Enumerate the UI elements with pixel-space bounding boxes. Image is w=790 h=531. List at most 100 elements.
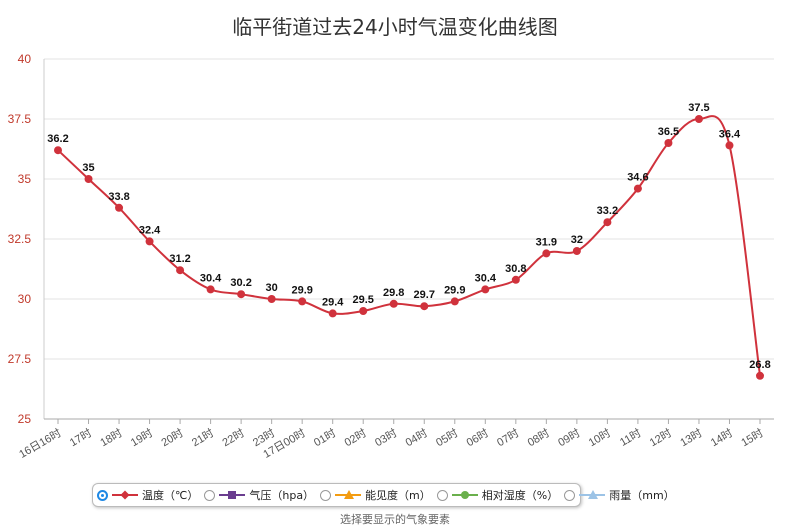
data-point[interactable]	[572, 247, 581, 255]
temperature-series-line	[57, 115, 761, 376]
data-point[interactable]	[633, 184, 642, 193]
data-point[interactable]	[115, 203, 124, 212]
x-tick-label: 07时	[495, 426, 522, 449]
x-tick-label: 06时	[464, 426, 491, 449]
y-axis: 25 27.5 30 32.5 35 37.5 40	[8, 52, 45, 426]
data-label: 30.4	[475, 272, 497, 284]
data-label: 35	[82, 162, 94, 174]
x-tick-label: 04时	[403, 426, 430, 449]
x-tick-label: 16日16时	[17, 426, 64, 461]
x-tick-label: 13时	[678, 426, 705, 449]
legend-option-3[interactable]: 相对湿度（%）	[436, 487, 559, 503]
data-point[interactable]	[145, 237, 154, 246]
data-label: 29.7	[414, 289, 435, 301]
data-point[interactable]	[84, 175, 93, 183]
data-point[interactable]	[206, 285, 215, 294]
triangle-marker-icon	[579, 490, 606, 500]
data-point[interactable]	[603, 218, 612, 227]
data-label: 36.5	[658, 126, 679, 138]
data-point[interactable]	[450, 297, 459, 306]
square-marker-icon	[219, 490, 246, 500]
legend-option-4[interactable]: 雨量（mm）	[564, 487, 675, 503]
data-label: 33.8	[108, 191, 129, 203]
x-tick-label: 18时	[98, 426, 125, 449]
temperature-points	[54, 115, 764, 380]
legend-option-2[interactable]: 能见度（m）	[320, 487, 431, 503]
radio-button[interactable]	[436, 489, 448, 501]
legend-caption: 选择要显示的气象要素	[340, 513, 450, 526]
data-label: 37.5	[688, 102, 709, 114]
data-label: 36.4	[719, 128, 741, 140]
x-tick-label: 15时	[739, 426, 766, 449]
x-tick-label: 21时	[189, 426, 216, 449]
data-label: 29.5	[353, 294, 374, 306]
radio-button[interactable]	[320, 489, 332, 501]
data-label: 29.8	[383, 287, 404, 299]
data-label: 29.9	[444, 284, 465, 296]
data-labels: 36.2 35 33.8 32.4 31.2 30.4 30.2 30 29.9 29.4 29.5…	[47, 102, 770, 371]
data-label: 32.4	[139, 224, 161, 236]
data-point[interactable]	[481, 285, 490, 294]
radio-button[interactable]	[97, 489, 108, 501]
data-label: 30	[266, 282, 278, 294]
legend-label: 能见度（m）	[365, 489, 431, 502]
x-tick-label: 14时	[708, 426, 735, 449]
data-point[interactable]	[542, 249, 551, 258]
data-label: 30.4	[200, 272, 222, 284]
data-label: 29.4	[322, 296, 344, 308]
x-tick-label: 05时	[434, 426, 461, 449]
y-tick-label: 27.5	[8, 352, 32, 366]
data-point[interactable]	[420, 302, 429, 311]
data-label: 31.9	[536, 236, 557, 248]
x-tick-label: 11时	[617, 426, 643, 448]
data-point[interactable]	[725, 141, 734, 150]
data-point[interactable]	[359, 307, 368, 315]
data-label: 32	[571, 234, 583, 246]
data-point[interactable]	[511, 275, 520, 284]
y-tick-label: 25	[18, 412, 32, 426]
legend-label: 雨量（mm）	[609, 489, 675, 502]
data-label: 31.2	[169, 253, 190, 265]
data-point[interactable]	[237, 290, 246, 299]
y-tick-label: 32.5	[8, 232, 32, 246]
data-label: 34.6	[627, 172, 648, 184]
x-tick-label: 19时	[128, 426, 155, 449]
legend-option-0[interactable]: 温度（℃）	[97, 487, 198, 503]
legend-label: 相对湿度（%）	[481, 489, 559, 502]
data-point[interactable]	[298, 297, 307, 306]
y-tick-label: 30	[18, 292, 32, 306]
grid-lines	[44, 58, 774, 420]
x-tick-label: 09时	[556, 426, 583, 449]
data-point[interactable]	[756, 371, 764, 380]
x-tick-label: 20时	[159, 426, 186, 449]
y-tick-label: 37.5	[8, 112, 32, 126]
diamond-marker-icon	[112, 490, 138, 500]
data-label: 30.8	[505, 263, 526, 275]
x-tick-label: 12时	[647, 426, 674, 449]
data-label: 26.8	[749, 359, 770, 371]
x-tick-label: 10时	[586, 426, 613, 449]
radio-button[interactable]	[204, 489, 216, 501]
data-point[interactable]	[664, 139, 673, 147]
x-tick-label: 03时	[373, 426, 400, 449]
data-label: 36.2	[47, 133, 68, 145]
triangle-marker-icon	[335, 490, 362, 500]
x-tick-label: 17时	[67, 426, 94, 449]
chart-title: 临平街道过去24小时气温变化曲线图	[232, 15, 557, 39]
data-point[interactable]	[389, 299, 398, 308]
legend-label: 温度（℃）	[142, 489, 199, 502]
y-tick-label: 35	[18, 172, 32, 186]
legend-option-1[interactable]: 气压（hpa）	[204, 487, 314, 503]
circle-marker-icon	[451, 490, 478, 500]
data-label: 33.2	[597, 205, 618, 217]
x-tick-label: 01时	[312, 426, 339, 449]
data-point[interactable]	[176, 266, 185, 275]
data-point[interactable]	[54, 146, 62, 155]
data-point[interactable]	[694, 115, 703, 123]
radio-button[interactable]	[564, 489, 576, 501]
x-tick-label: 08时	[525, 426, 552, 449]
data-point[interactable]	[328, 309, 337, 318]
data-point[interactable]	[267, 295, 276, 303]
